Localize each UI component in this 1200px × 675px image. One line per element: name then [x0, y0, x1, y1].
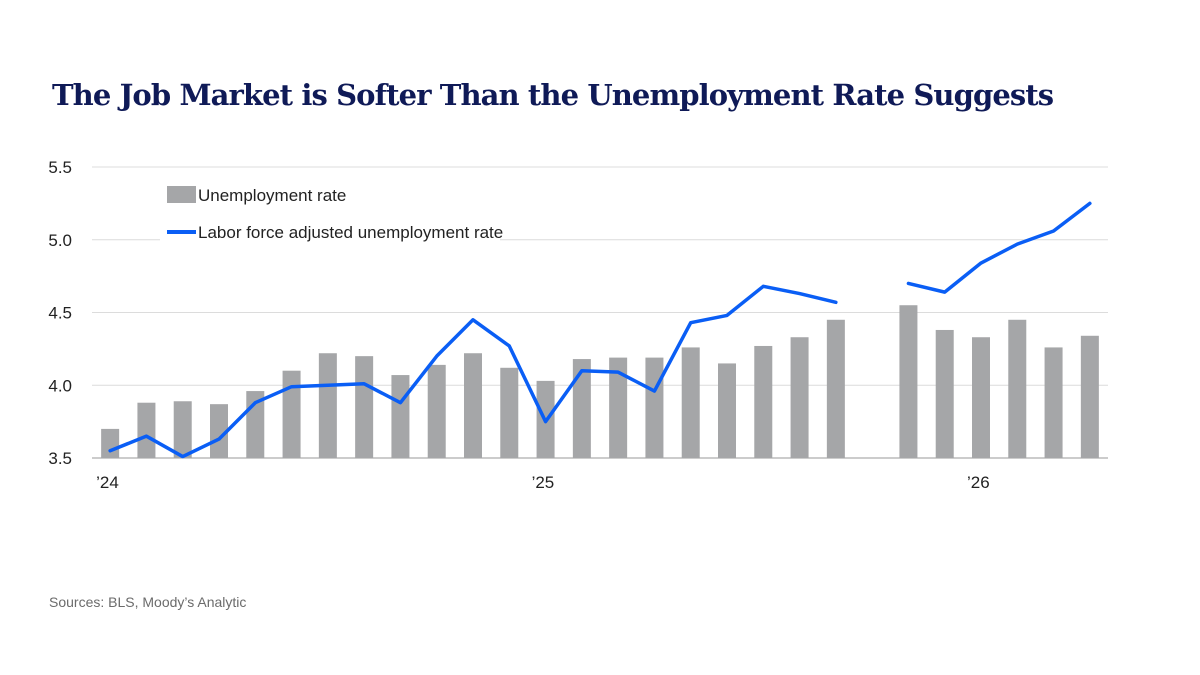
bar — [681, 347, 700, 458]
y-tick-label: 5.5 — [48, 158, 72, 177]
x-tick-label: ’24 — [96, 473, 119, 492]
bar — [391, 375, 410, 458]
x-tick-label: ’25 — [532, 473, 555, 492]
bar — [210, 404, 228, 458]
line-segment — [108, 284, 838, 459]
bar — [464, 353, 482, 458]
bar — [355, 356, 374, 458]
bar — [826, 319, 845, 458]
bar — [645, 357, 664, 458]
bar — [899, 305, 918, 458]
source-note: Sources: BLS, Moody’s Analytic — [49, 594, 247, 610]
bar — [790, 337, 809, 458]
bar — [1008, 319, 1027, 458]
legend: Unemployment rate Labor force adjusted u… — [160, 186, 503, 248]
bar — [318, 353, 337, 458]
legend-label-adjusted-rate: Labor force adjusted unemployment rate — [198, 223, 503, 242]
x-tick-label: ’26 — [967, 473, 990, 492]
bar-series — [101, 305, 1099, 458]
chart-title: The Job Market is Softer Than the Unempl… — [52, 78, 1054, 112]
legend-label-unemployment-rate: Unemployment rate — [198, 186, 346, 205]
bar — [137, 402, 156, 458]
y-tick-label: 4.5 — [48, 304, 72, 323]
bar — [609, 357, 628, 458]
chart: 3.5 4.0 4.5 5.0 5.5 ’24 ’25 ’26 Unemployment r… — [48, 158, 1108, 492]
bar — [572, 359, 591, 458]
bar — [1044, 347, 1063, 458]
legend-swatch-bar — [167, 186, 196, 203]
bar — [754, 345, 773, 458]
bar — [935, 329, 954, 458]
line-series — [108, 201, 1092, 459]
y-axis-ticks: 3.5 4.0 4.5 5.0 5.5 — [48, 158, 72, 468]
bar — [972, 337, 990, 458]
bar — [427, 364, 446, 458]
legend-background — [160, 186, 500, 248]
bar — [718, 363, 736, 458]
bar — [1080, 335, 1099, 458]
bar — [500, 367, 519, 458]
y-tick-label: 3.5 — [48, 449, 72, 468]
bar — [173, 401, 192, 458]
bar — [101, 428, 120, 458]
y-tick-label: 5.0 — [48, 231, 72, 250]
x-axis-ticks: ’24 ’25 ’26 — [96, 473, 990, 492]
bar — [282, 370, 301, 458]
y-tick-label: 4.0 — [48, 376, 72, 395]
line-segment — [906, 201, 1092, 294]
